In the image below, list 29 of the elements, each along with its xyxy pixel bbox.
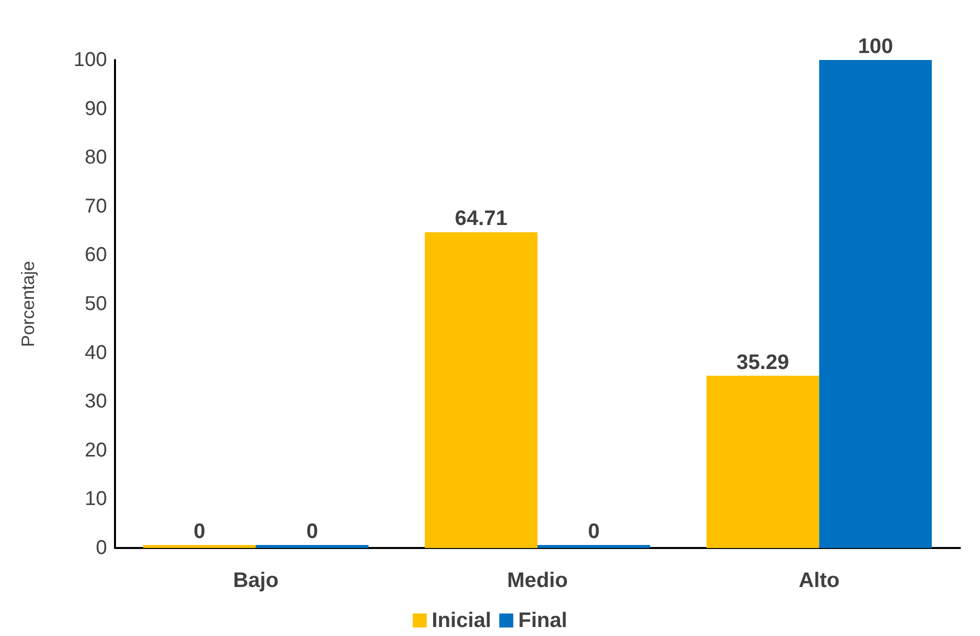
y-tick-label: 60: [84, 244, 107, 266]
x-tick-label: Alto: [798, 569, 840, 592]
data-label: 100: [858, 35, 894, 58]
data-label: 0: [194, 520, 206, 543]
x-tick-label: Medio: [507, 569, 568, 592]
y-tick-label: 70: [84, 195, 107, 218]
y-tick-label: 90: [84, 98, 107, 120]
y-tick-label: 30: [84, 390, 107, 413]
y-axis-title: Porcentaje: [18, 260, 38, 348]
y-tick-label: 80: [84, 146, 107, 169]
data-label: 0: [588, 520, 600, 543]
y-tick-label: 40: [84, 342, 107, 364]
bar: [256, 545, 368, 548]
bar: [819, 60, 932, 548]
data-label: 64.71: [454, 207, 508, 230]
legend-label: Inicial: [432, 609, 492, 632]
bar: [706, 376, 820, 548]
y-tick-label: 10: [84, 488, 107, 510]
data-label: 35.29: [736, 350, 790, 374]
y-tick-label: 0: [96, 537, 107, 559]
y-tick-label: 20: [84, 439, 107, 462]
legend-label: Final: [518, 609, 568, 632]
bar: [424, 232, 538, 548]
y-tick-label: 100: [74, 49, 107, 71]
bar: [538, 545, 650, 548]
y-tick-label: 50: [84, 293, 107, 315]
data-label: 0: [306, 520, 318, 543]
x-tick-label: Bajo: [233, 569, 279, 592]
bar: [143, 545, 256, 548]
